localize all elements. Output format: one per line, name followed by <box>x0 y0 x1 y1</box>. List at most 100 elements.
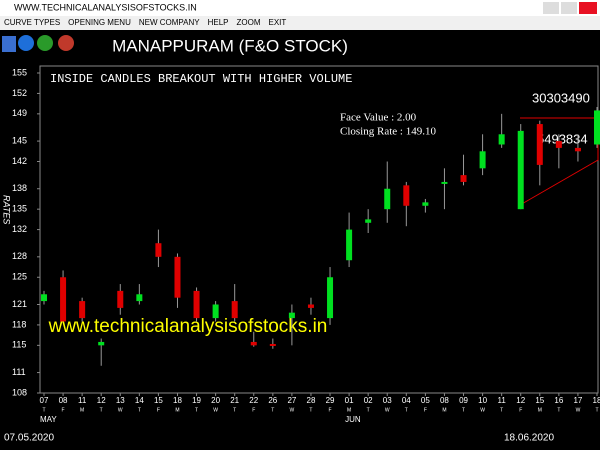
weekday-label: F <box>62 407 65 413</box>
weekday-label: M <box>347 407 351 413</box>
candle-body <box>231 301 238 319</box>
weekday-label: W <box>118 407 123 413</box>
menu-item[interactable]: HELP <box>208 18 229 27</box>
weekday-label: T <box>595 407 598 413</box>
chart-subtitle: INSIDE CANDLES BREAKOUT WITH HIGHER VOLU… <box>50 72 352 86</box>
candle-body <box>594 110 600 145</box>
candle-body <box>555 141 562 148</box>
stop-icon[interactable] <box>58 35 74 51</box>
x-tick-label: 04 <box>402 396 411 405</box>
watermark: www.technicalanalysisofstocks.in <box>48 316 328 337</box>
y-tick-label: 138 <box>12 183 27 193</box>
x-tick-label: 20 <box>211 396 220 405</box>
chart-title: MANAPPURAM (F&O STOCK) <box>112 36 348 55</box>
weekday-label: W <box>213 407 218 413</box>
y-tick-label: 132 <box>12 224 27 234</box>
x-tick-label: 21 <box>230 396 239 405</box>
help-icon[interactable] <box>37 35 53 51</box>
weekday-label: F <box>157 407 160 413</box>
y-tick-label: 118 <box>12 319 26 329</box>
menu-item[interactable]: CURVE TYPES <box>4 18 60 27</box>
candle-body <box>136 294 143 302</box>
y-tick-label: 155 <box>12 67 27 77</box>
weekday-label: F <box>519 407 522 413</box>
weekday-label: M <box>80 407 84 413</box>
x-tick-label: 15 <box>154 396 163 405</box>
weekday-label: W <box>385 407 390 413</box>
candle-body <box>250 341 257 346</box>
candle-body <box>422 202 429 206</box>
candle-body <box>403 185 410 206</box>
y-tick-label: 135 <box>12 204 27 214</box>
window-title: WWW.TECHNICALANALYSISOFSTOCKS.IN <box>14 2 197 12</box>
x-tick-label: 11 <box>497 396 506 405</box>
candle-body <box>460 175 467 182</box>
x-tick-label: 07 <box>40 396 49 405</box>
x-tick-label: 14 <box>135 396 144 405</box>
weekday-label: M <box>175 407 179 413</box>
weekday-label: T <box>309 407 312 413</box>
candle-body <box>288 312 295 319</box>
candle-body <box>98 341 105 346</box>
candle-body <box>384 188 391 210</box>
candle-body <box>346 229 353 261</box>
candle-body <box>365 219 372 223</box>
weekday-label: F <box>329 407 332 413</box>
x-tick-label: 27 <box>287 396 296 405</box>
candle-body <box>574 147 581 152</box>
month-label: JUN <box>345 415 361 424</box>
candle-body <box>60 277 67 322</box>
x-tick-label: 19 <box>192 396 201 405</box>
y-tick-label: 149 <box>12 108 27 118</box>
candle-body <box>155 243 162 257</box>
y-tick-label: 145 <box>12 135 27 145</box>
x-tick-label: 12 <box>516 396 525 405</box>
candle-body <box>441 181 448 184</box>
x-tick-label: 29 <box>326 396 335 405</box>
x-tick-label: 17 <box>573 396 582 405</box>
title-bar <box>0 0 600 16</box>
y-tick-label: 152 <box>12 88 27 98</box>
book-icon[interactable] <box>2 36 16 52</box>
candle-body <box>479 151 486 169</box>
weekday-label: T <box>367 407 370 413</box>
x-tick-label: 03 <box>383 396 392 405</box>
minimize-button[interactable] <box>543 2 559 14</box>
menu-item[interactable]: NEW COMPANY <box>139 18 200 27</box>
weekday-label: T <box>138 407 141 413</box>
menu-item[interactable]: OPENING MENU <box>68 18 131 27</box>
volume-label: 30303490 <box>532 90 590 105</box>
x-tick-label: 26 <box>268 396 277 405</box>
face-value: Face Value : 2.00 <box>340 112 417 124</box>
start-date: 07.05.2020 <box>4 433 54 444</box>
maximize-button[interactable] <box>561 2 577 14</box>
weekday-label: M <box>442 407 446 413</box>
candle-body <box>193 290 200 319</box>
y-tick-label: 111 <box>12 367 26 377</box>
menu-item[interactable]: EXIT <box>269 18 287 27</box>
y-tick-label: 125 <box>12 272 27 282</box>
weekday-label: W <box>576 407 581 413</box>
x-tick-label: 01 <box>345 396 354 405</box>
weekday-label: T <box>500 407 503 413</box>
window-controls[interactable] <box>543 2 597 14</box>
menu-item[interactable]: ZOOM <box>237 18 261 27</box>
weekday-label: T <box>462 407 465 413</box>
volume-label: 5493834 <box>537 131 588 146</box>
candle-body <box>498 134 505 145</box>
x-tick-label: 10 <box>478 396 487 405</box>
menu-bar <box>0 16 600 30</box>
weekday-label: W <box>480 407 485 413</box>
close-button[interactable] <box>579 2 597 14</box>
weekday-label: F <box>252 407 255 413</box>
weekday-label: W <box>290 407 295 413</box>
x-tick-label: 05 <box>421 396 430 405</box>
weekday-label: T <box>100 407 103 413</box>
candle-body <box>307 304 314 308</box>
x-tick-label: 18 <box>593 396 600 405</box>
candle-body <box>174 256 181 298</box>
add-icon[interactable] <box>18 35 34 51</box>
x-tick-label: 12 <box>97 396 106 405</box>
